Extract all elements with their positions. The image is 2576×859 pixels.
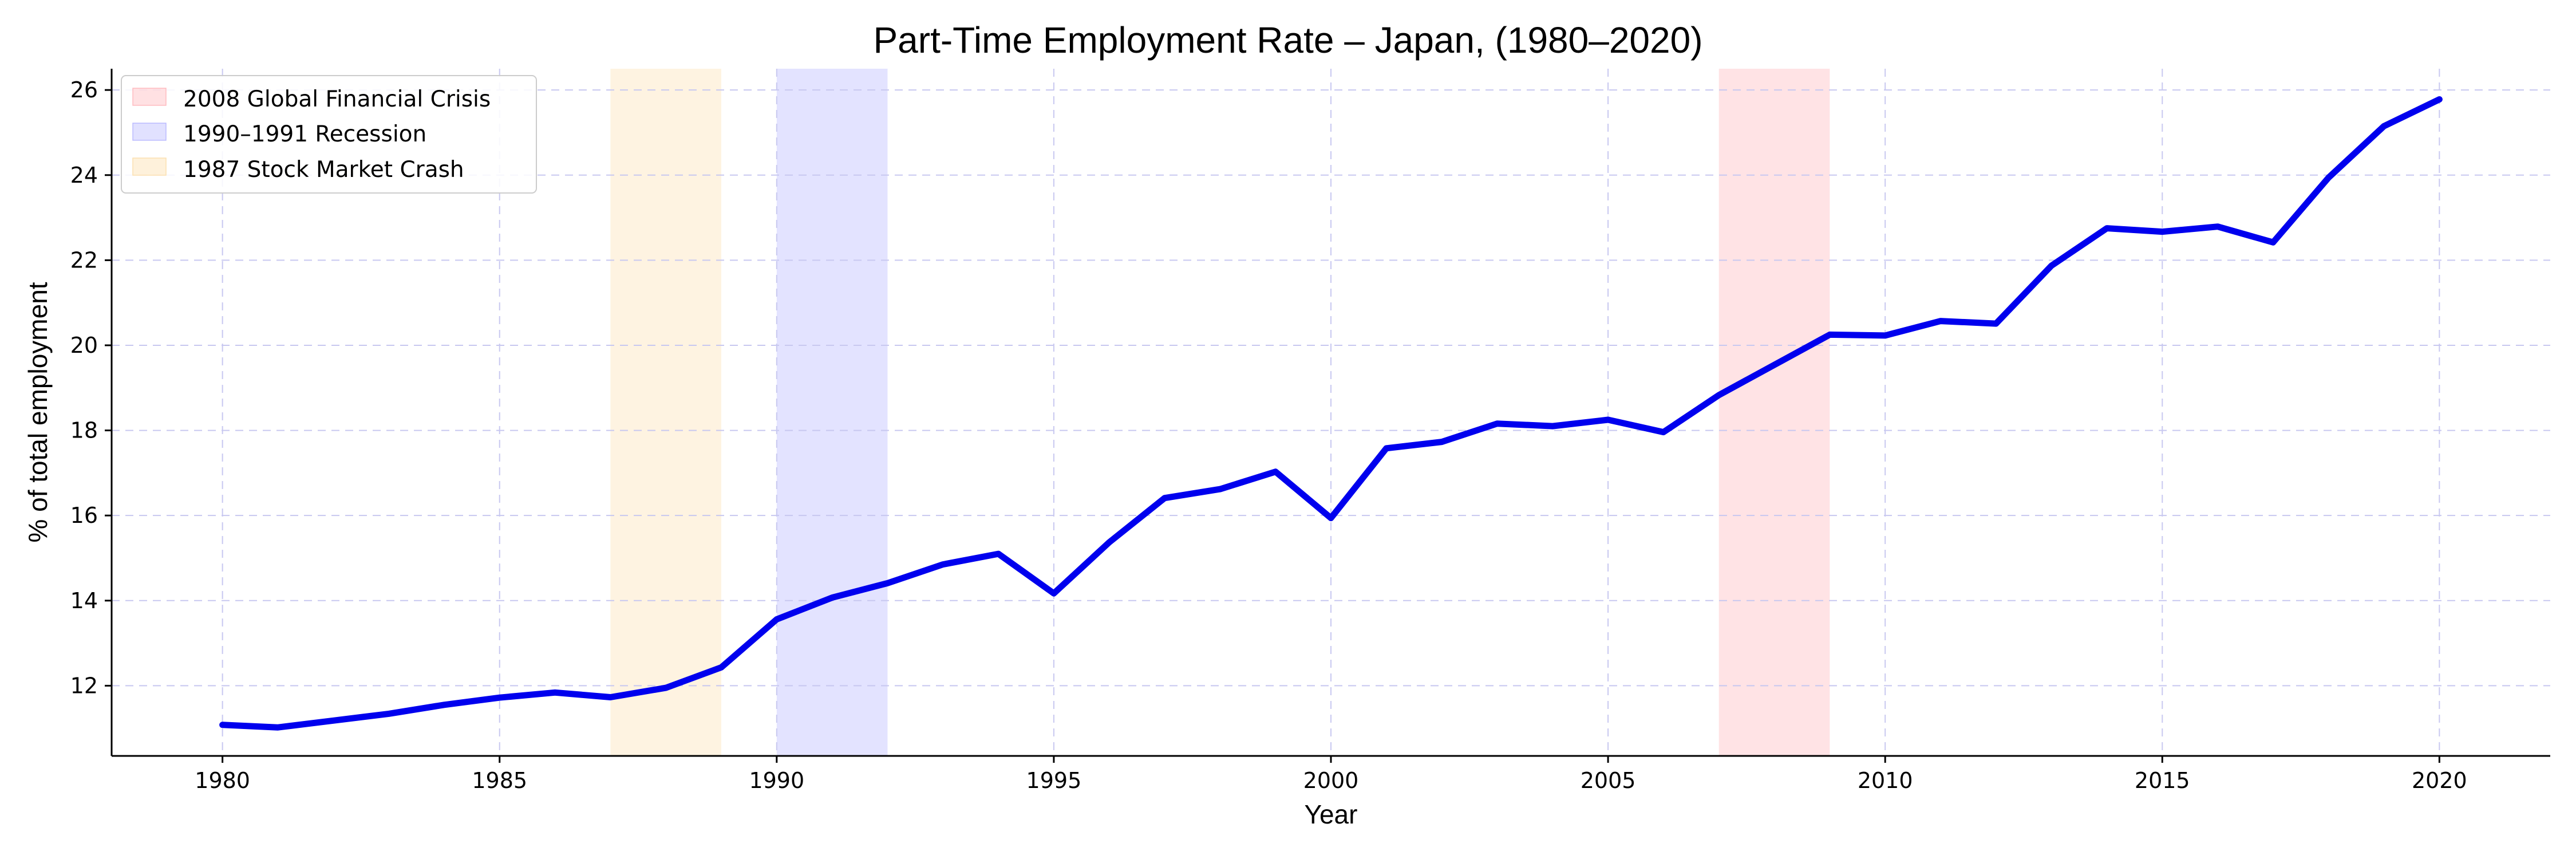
- data-point: [832, 597, 833, 598]
- data-point: [1275, 471, 1276, 472]
- data-point: [1496, 423, 1498, 424]
- data-point: [555, 692, 556, 693]
- data-point: [2328, 177, 2329, 178]
- legend-label-recession: 1990–1991 Recession: [183, 121, 426, 147]
- data-point: [277, 727, 278, 728]
- data-point: [721, 667, 722, 668]
- x-tick-label: 2015: [2135, 768, 2190, 793]
- data-point: [2162, 231, 2163, 233]
- y-tick-label: 12: [70, 673, 98, 698]
- legend-label-gfc: 2008 Global Financial Crisis: [183, 86, 491, 112]
- legend-frame: [121, 75, 537, 194]
- data-point: [942, 564, 943, 565]
- data-point: [2217, 226, 2218, 227]
- data-point: [1774, 364, 1775, 365]
- data-point: [1053, 593, 1054, 594]
- series-line: [219, 96, 2443, 731]
- x-tick-label: 1985: [472, 768, 527, 793]
- data-point: [1940, 321, 1941, 322]
- y-tick-label: 24: [70, 163, 98, 188]
- data-point: [1219, 488, 1220, 490]
- data-point: [1829, 334, 1830, 335]
- data-point: [1330, 518, 1332, 519]
- x-tick-label: 2005: [1581, 768, 1636, 793]
- data-point: [388, 713, 389, 714]
- ticks: 1980 1985 1990 1995 2000 2005 2010 2015 2020 12 14…: [70, 77, 2467, 793]
- data-point: [1718, 395, 1720, 396]
- data-point: [1386, 448, 1387, 449]
- y-tick-label: 16: [70, 503, 98, 528]
- series-layer: [219, 96, 2443, 731]
- x-tick-label: 1980: [195, 768, 250, 793]
- data-point: [1552, 425, 1553, 427]
- legend-swatch-recession: [132, 123, 167, 141]
- data-point: [1884, 335, 1886, 336]
- data-point: [2273, 242, 2274, 243]
- legend-label-crash: 1987 Stock Market Crash: [183, 157, 464, 183]
- x-tick-label: 2010: [1858, 768, 1913, 793]
- chart-title: Part-Time Employment Rate – Japan, (1980…: [873, 19, 1702, 61]
- shaded-regions: [610, 69, 1830, 756]
- x-tick-label: 1995: [1026, 768, 1082, 793]
- data-point: [1996, 323, 1997, 324]
- data-point: [1607, 419, 1609, 420]
- data-point: [1164, 498, 1165, 499]
- data-point: [776, 618, 777, 620]
- data-point: [2051, 265, 2052, 266]
- legend-swatch-gfc: [132, 88, 167, 106]
- data-point: [1441, 442, 1443, 443]
- y-axis-label: % of total employment: [23, 282, 53, 542]
- y-tick-label: 22: [70, 247, 98, 273]
- x-tick-label: 2000: [1303, 768, 1359, 793]
- data-point: [222, 724, 223, 726]
- y-tick-label: 20: [70, 333, 98, 358]
- data-point: [1663, 432, 1664, 433]
- data-point: [610, 696, 611, 698]
- data-point: [2384, 125, 2385, 127]
- data-point: [333, 720, 334, 721]
- y-tick-label: 18: [70, 418, 98, 443]
- data-point: [665, 687, 666, 688]
- y-tick-label: 14: [70, 588, 98, 613]
- legend: 2008 Global Financial Crisis 1990–1991 R…: [121, 75, 537, 194]
- data-point: [887, 582, 888, 584]
- x-tick-label: 2020: [2412, 768, 2467, 793]
- legend-swatch-crash: [132, 157, 167, 176]
- x-axis-label: Year: [1305, 799, 1358, 829]
- data-point: [499, 697, 500, 698]
- x-tick-label: 1990: [749, 768, 804, 793]
- shaded-region-1: [776, 69, 888, 756]
- data-point: [1109, 542, 1110, 543]
- data-point: [998, 553, 999, 554]
- shaded-region-2: [610, 69, 721, 756]
- y-tick-label: 26: [70, 77, 98, 103]
- data-point: [2106, 228, 2107, 229]
- data-point: [444, 704, 445, 706]
- data-point: [2439, 98, 2440, 100]
- shaded-region-0: [1718, 69, 1830, 756]
